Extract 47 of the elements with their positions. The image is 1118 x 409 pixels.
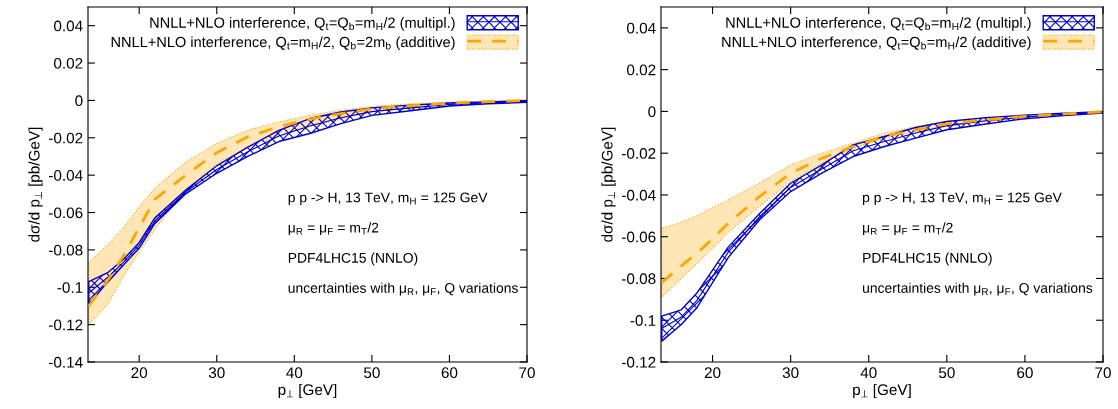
x-tick-label: 30	[782, 367, 799, 379]
y-tick-label: 0.04	[627, 22, 656, 34]
x-tick-label: 20	[131, 367, 148, 379]
y-tick-label: -0.12	[49, 319, 83, 331]
annotation: p p -> H, 13 TeV, m$_{H}$ = 125 GeV	[288, 192, 488, 206]
annotation: μ$_{R}$ = μ$_{F}$ = m$_{T}$/2	[288, 222, 379, 236]
y-axis-title: dσ/d p$_{⊥}$ [pb/GeV]	[601, 127, 616, 242]
y-tick-label: 0	[648, 106, 656, 118]
annotation: PDF4LHC15 (NNLO)	[288, 252, 418, 266]
annotation: p p -> H, 13 TeV, m$_{H}$ = 125 GeV	[863, 192, 1062, 206]
x-tick-label: 50	[938, 367, 955, 379]
y-tick-label: 0	[75, 95, 83, 107]
y-tick-label: -0.08	[49, 244, 83, 256]
x-tick-label: 40	[860, 367, 877, 379]
y-tick-label: -0.04	[49, 170, 83, 181]
x-tick-label: 30	[208, 367, 225, 379]
annotation: uncertainties with μ$_{R}$, μ$_{F}$, Q variations	[288, 282, 518, 296]
x-axis-title: p$_{⊥}$ [GeV]	[278, 383, 337, 399]
y-tick-label: -0.14	[49, 356, 83, 368]
y-tick-label: -0.06	[49, 207, 83, 219]
legend-label: NNLL+NLO interference, Q$_{t}$=Q$_{b}$=m$_{H}$/2 (additive)	[722, 36, 1031, 51]
y-tick-label: -0.02	[49, 132, 83, 144]
x-tick-label: 20	[704, 367, 721, 379]
y-tick-label: 0.02	[627, 64, 656, 76]
annotation: PDF4LHC15 (NNLO)	[863, 252, 992, 266]
x-axis-title: p$_{⊥}$ [GeV]	[853, 383, 911, 399]
y-tick-label: -0.04	[622, 189, 656, 201]
y-tick-label: 0.04	[54, 20, 83, 32]
y-tick-label: -0.06	[622, 231, 656, 243]
y-tick-label: 0.02	[54, 57, 83, 69]
y-tick-label: -0.02	[622, 148, 656, 159]
legend-label: NNLL+NLO interference, Q$_{t}$=Q$_{b}$=m$_{H}$/2 (multipl.)	[726, 17, 1031, 31]
x-tick-label: 50	[363, 367, 380, 379]
x-tick-label: 70	[1095, 367, 1111, 379]
y-tick-label: -0.08	[622, 273, 656, 285]
annotation: uncertainties with μ$_{R}$, μ$_{F}$, Q variations	[863, 282, 1093, 296]
x-tick-label: 70	[519, 367, 535, 379]
legend-label: NNLL+NLO interference, Q$_{t}$=Q$_{b}$=m$_{H}$/2 (multipl.)	[150, 17, 455, 31]
y-tick-label: -0.1	[630, 315, 656, 326]
x-tick-label: 40	[286, 367, 303, 379]
text: NNLL+NLO interference, Q$_{t}$=m$_{H}$/2, Q$_{b}$=2m$_{b}$ (additive)	[111, 36, 455, 51]
x-tick-label: 60	[441, 367, 458, 379]
x-tick-label: 60	[1017, 367, 1033, 379]
y-axis-title: dσ/d p$_{⊥}$ [pb/GeV]	[28, 127, 43, 242]
y-tick-label: -0.12	[622, 356, 656, 368]
y-tick-label: -0.1	[57, 282, 83, 293]
annotation: μ$_{R}$ = μ$_{F}$ = m$_{T}$/2	[863, 222, 953, 236]
